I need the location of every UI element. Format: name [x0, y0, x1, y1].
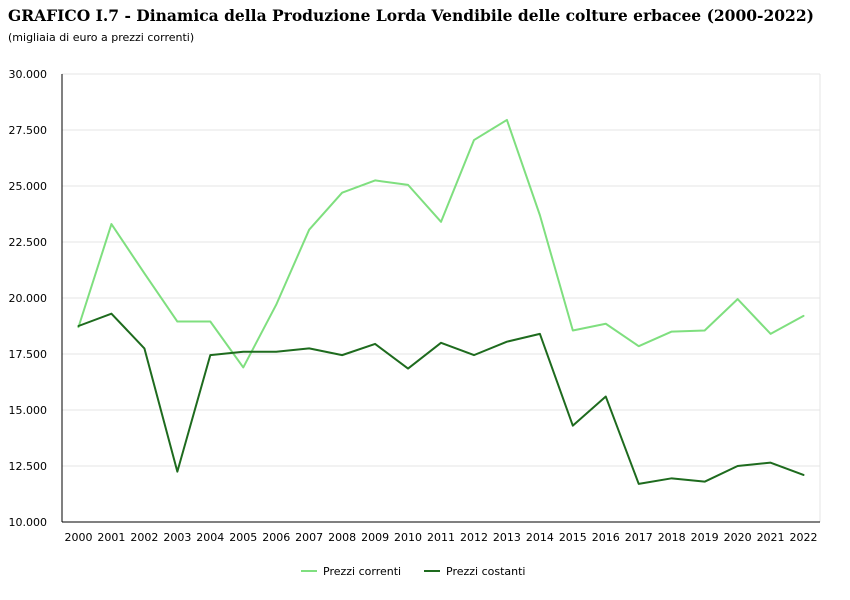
- series-line-prezzi-correnti: [77, 118, 805, 369]
- x-tick-label: 2015: [559, 531, 587, 544]
- x-tick-label: 2000: [64, 531, 92, 544]
- x-tick-label: 2018: [658, 531, 686, 544]
- x-tick-label: 2017: [625, 531, 653, 544]
- y-tick-label: 22.500: [9, 236, 48, 249]
- legend-label: Prezzi correnti: [323, 565, 401, 578]
- x-tick-label: 2007: [295, 531, 323, 544]
- x-tick-label: 2013: [493, 531, 521, 544]
- series-line-prezzi-costanti: [77, 312, 805, 485]
- axes: [61, 74, 821, 523]
- x-tick-label: 2014: [526, 531, 554, 544]
- x-tick-label: 2011: [427, 531, 455, 544]
- series-lines: [77, 118, 805, 485]
- x-tick-label: 2004: [196, 531, 224, 544]
- y-tick-label: 30.000: [9, 68, 48, 81]
- y-tick-label: 12.500: [9, 460, 48, 473]
- x-tick-label: 2006: [262, 531, 290, 544]
- y-tick-label: 27.500: [9, 124, 48, 137]
- y-tick-label: 17.500: [9, 348, 48, 361]
- x-tick-label: 2009: [361, 531, 389, 544]
- x-tick-label: 2001: [97, 531, 125, 544]
- gridlines: [62, 73, 820, 467]
- chart-subtitle: (migliaia di euro a prezzi correnti): [8, 31, 195, 44]
- y-axis-tick-labels: 10.000 12.500 15.000 17.500 20.000 22.500 25.0…: [9, 68, 48, 529]
- x-tick-label: 2021: [757, 531, 785, 544]
- x-axis-tick-labels: 2000 2001 2002 2003 2004 2005 2006 2007 2008 2009…: [64, 531, 817, 544]
- x-tick-label: 2002: [130, 531, 158, 544]
- y-tick-label: 15.000: [9, 404, 48, 417]
- x-tick-label: 2012: [460, 531, 488, 544]
- x-tick-label: 2010: [394, 531, 422, 544]
- x-tick-label: 2008: [328, 531, 356, 544]
- legend: Prezzi correnti Prezzi costanti: [301, 565, 526, 578]
- x-tick-label: 2003: [163, 531, 191, 544]
- chart-title: GRAFICO I.7 - Dinamica della Produzione …: [8, 6, 814, 25]
- x-tick-label: 2020: [724, 531, 752, 544]
- y-tick-label: 25.000: [9, 180, 48, 193]
- x-tick-label: 2019: [691, 531, 719, 544]
- x-tick-label: 2005: [229, 531, 257, 544]
- y-tick-label: 20.000: [9, 292, 48, 305]
- y-tick-label: 10.000: [9, 516, 48, 529]
- legend-label: Prezzi costanti: [446, 565, 526, 578]
- x-tick-label: 2016: [592, 531, 620, 544]
- x-tick-label: 2022: [790, 531, 818, 544]
